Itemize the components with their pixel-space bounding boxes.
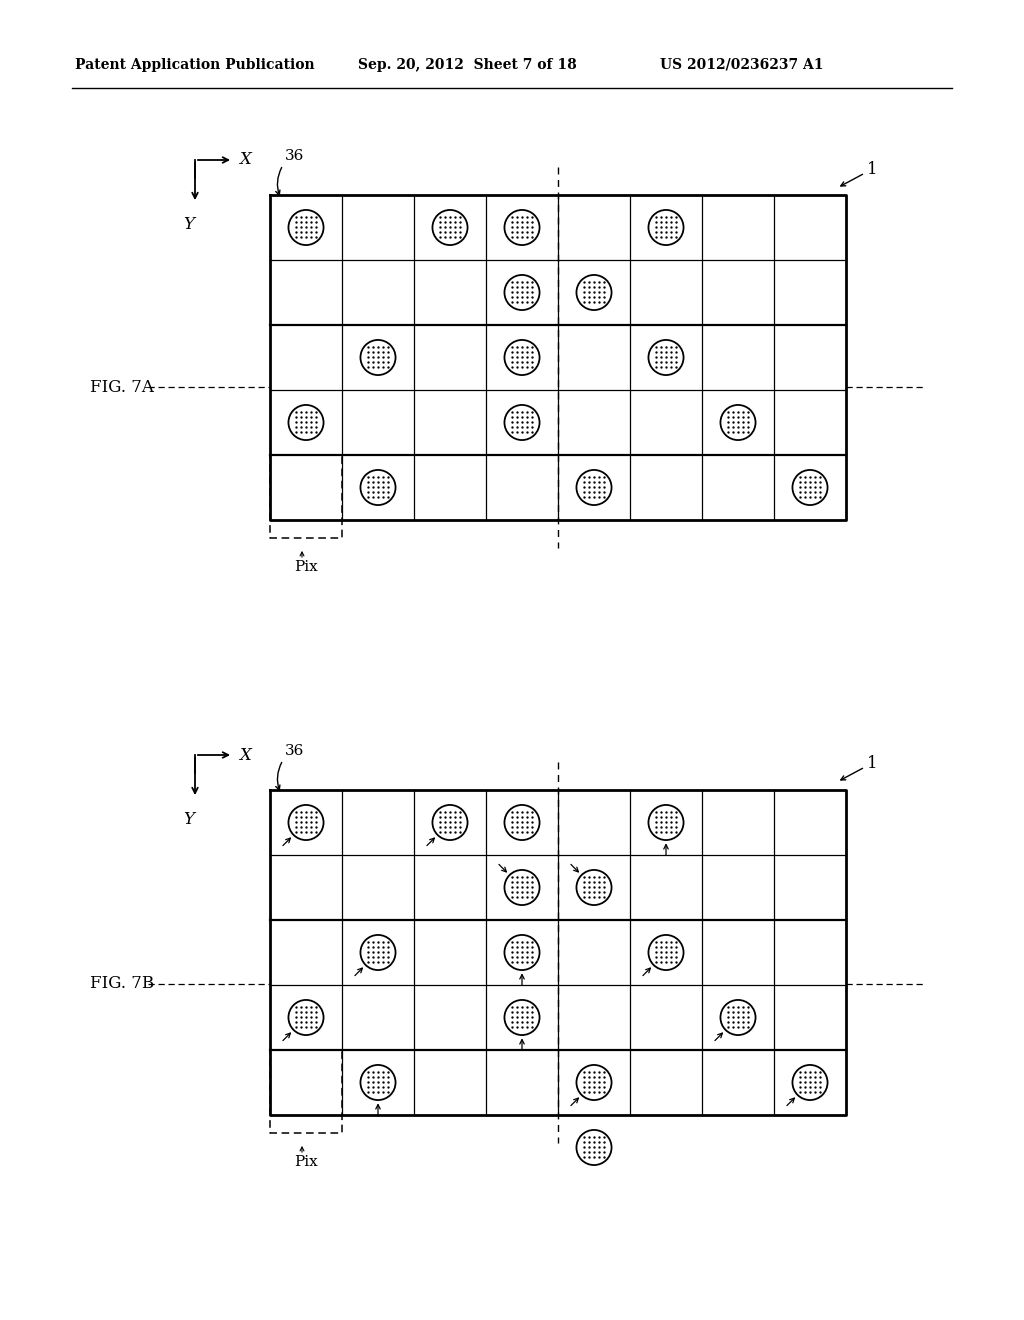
Circle shape — [793, 470, 827, 506]
Circle shape — [577, 275, 611, 310]
Text: 1: 1 — [867, 755, 878, 772]
Circle shape — [648, 935, 684, 970]
Circle shape — [577, 470, 611, 506]
Circle shape — [648, 341, 684, 375]
Circle shape — [505, 805, 540, 840]
Text: Y: Y — [183, 216, 195, 234]
Text: US 2012/0236237 A1: US 2012/0236237 A1 — [660, 58, 823, 73]
Text: FIG. 7B: FIG. 7B — [90, 975, 155, 993]
Circle shape — [360, 470, 395, 506]
Circle shape — [505, 935, 540, 970]
FancyArrowPatch shape — [841, 768, 862, 780]
Circle shape — [289, 210, 324, 246]
Circle shape — [721, 1001, 756, 1035]
Text: FIG. 7A: FIG. 7A — [90, 379, 154, 396]
Text: Sep. 20, 2012  Sheet 7 of 18: Sep. 20, 2012 Sheet 7 of 18 — [358, 58, 577, 73]
Text: X: X — [239, 747, 251, 763]
Text: 36: 36 — [285, 744, 304, 758]
Circle shape — [505, 275, 540, 310]
FancyArrowPatch shape — [841, 174, 862, 186]
Text: Pix: Pix — [294, 560, 317, 574]
Circle shape — [432, 210, 468, 246]
Circle shape — [793, 1065, 827, 1100]
Text: 36: 36 — [285, 149, 304, 162]
Text: Patent Application Publication: Patent Application Publication — [75, 58, 314, 73]
Circle shape — [648, 210, 684, 246]
Circle shape — [505, 1001, 540, 1035]
Circle shape — [577, 1130, 611, 1166]
Text: X: X — [239, 152, 251, 169]
Circle shape — [360, 341, 395, 375]
FancyArrowPatch shape — [275, 763, 282, 789]
Circle shape — [648, 805, 684, 840]
Circle shape — [360, 1065, 395, 1100]
Circle shape — [505, 210, 540, 246]
Circle shape — [289, 1001, 324, 1035]
Circle shape — [577, 1065, 611, 1100]
Circle shape — [289, 405, 324, 440]
Circle shape — [721, 405, 756, 440]
Circle shape — [289, 805, 324, 840]
Circle shape — [505, 341, 540, 375]
Circle shape — [577, 870, 611, 906]
FancyArrowPatch shape — [275, 168, 282, 195]
Circle shape — [505, 870, 540, 906]
Text: Y: Y — [183, 810, 195, 828]
Circle shape — [360, 935, 395, 970]
Text: Pix: Pix — [294, 1155, 317, 1170]
Circle shape — [432, 805, 468, 840]
Text: 1: 1 — [867, 161, 878, 178]
Circle shape — [505, 405, 540, 440]
